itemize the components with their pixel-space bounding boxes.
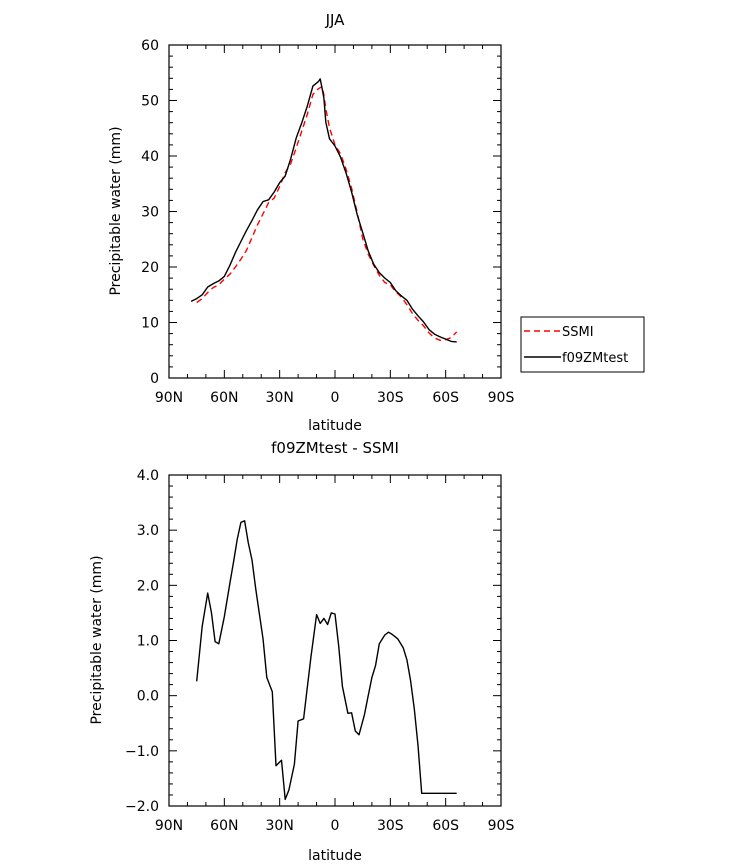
- bot-x-tick-label: 60N: [210, 818, 238, 834]
- top-x-tick-label: 30S: [377, 390, 404, 406]
- top-y-tick-label: 60: [141, 38, 159, 54]
- bot-y-tick-label: 4.0: [137, 468, 159, 484]
- bottom-chart-title: f09ZMtest - SSMI: [271, 439, 399, 457]
- bottom-chart-x-axis-label: latitude: [308, 848, 362, 864]
- legend-label-ssmi: SSMI: [562, 325, 594, 340]
- bot-y-tick-label: 3.0: [137, 523, 159, 539]
- top-x-tick-label: 60N: [210, 390, 238, 406]
- top-chart-x-tick-labels: 90N 60N 30N 0 30S 60S 90S: [155, 390, 515, 406]
- top-y-tick-label: 0: [150, 371, 159, 387]
- top-chart-plot-frame: [168, 44, 502, 379]
- top-y-tick-label: 40: [141, 149, 159, 165]
- bottom-chart-y-tick-labels: −2.0 −1.0 0.0 1.0 2.0 3.0 4.0: [125, 468, 159, 815]
- top-series-line-f09zmtest: [190, 78, 457, 343]
- bot-y-tick-label: 2.0: [137, 578, 159, 594]
- bot-y-tick-label: 0.0: [137, 689, 159, 705]
- top-chart-x-axis-label: latitude: [308, 418, 362, 434]
- legend: SSMI f09ZMtest: [520, 316, 645, 373]
- top-x-tick-label: 0: [331, 390, 340, 406]
- top-chart-title: JJA: [325, 11, 346, 29]
- top-chart-y-axis-label: Precipitable water (mm): [108, 126, 124, 295]
- top-y-tick-label: 50: [141, 94, 159, 110]
- top-chart: JJA 90N 60N 30N 0 30S 60S 90S 0 10 20 30 40 50 60 la…: [108, 11, 645, 434]
- top-chart-series: [190, 78, 458, 343]
- bottom-chart-series: [196, 520, 457, 801]
- top-x-tick-label: 90N: [155, 390, 183, 406]
- bot-x-tick-label: 30N: [266, 818, 294, 834]
- bot-y-tick-label: 1.0: [137, 634, 159, 650]
- legend-label-f09zmtest: f09ZMtest: [562, 351, 628, 366]
- top-y-tick-label: 10: [141, 316, 159, 332]
- bot-x-tick-label: 90S: [488, 818, 515, 834]
- bot-series-line-difference: [196, 520, 457, 801]
- top-y-tick-label: 30: [141, 205, 159, 221]
- bottom-chart-y-axis-label: Precipitable water (mm): [89, 555, 105, 724]
- top-x-tick-label: 30N: [266, 390, 294, 406]
- bottom-chart-plot-frame: [168, 474, 502, 807]
- bot-x-tick-label: 60S: [432, 818, 459, 834]
- legend-box: [520, 316, 645, 373]
- bot-x-tick-label: 90N: [155, 818, 183, 834]
- bottom-chart-x-tick-labels: 90N 60N 30N 0 30S 60S 90S: [155, 818, 515, 834]
- bot-y-tick-label: −1.0: [125, 744, 159, 760]
- bot-x-tick-label: 0: [331, 818, 340, 834]
- top-x-tick-label: 60S: [432, 390, 459, 406]
- top-chart-gridticks: [168, 44, 502, 379]
- top-chart-y-tick-labels: 0 10 20 30 40 50 60: [141, 38, 159, 387]
- bottom-chart: f09ZMtest - SSMI 90N 60N 30N 0 30S 60S 90S −2.…: [89, 439, 514, 864]
- bot-x-tick-label: 30S: [377, 818, 404, 834]
- bot-y-tick-label: −2.0: [125, 799, 159, 815]
- top-x-tick-label: 90S: [488, 390, 515, 406]
- top-y-tick-label: 20: [141, 260, 159, 276]
